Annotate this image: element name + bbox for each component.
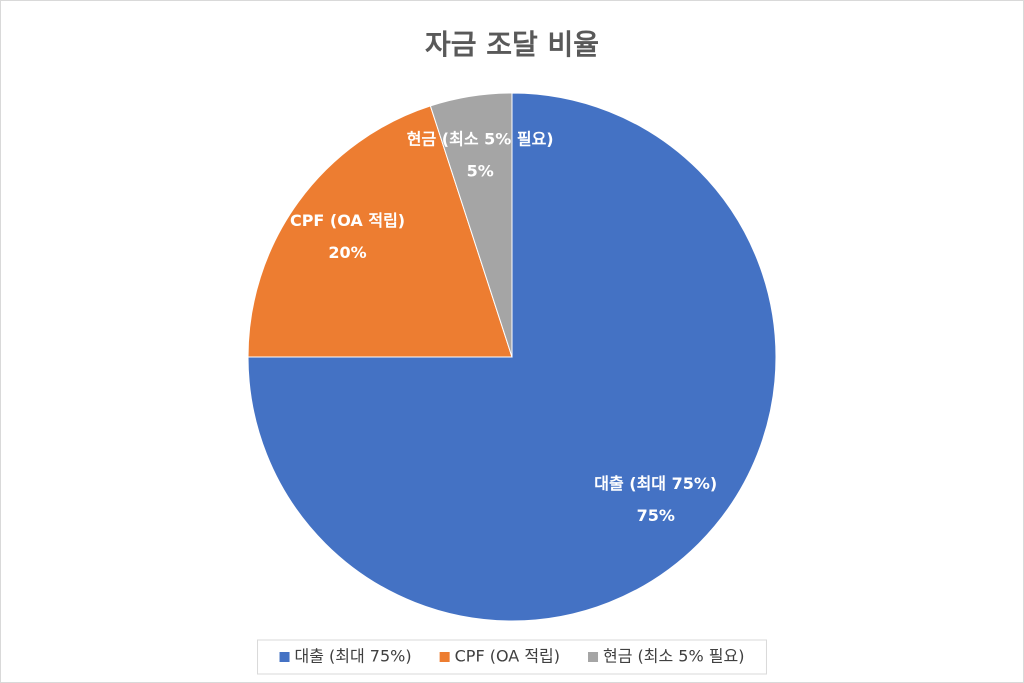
data-label-category: 현금 (최소 5% 필요) (407, 130, 554, 149)
legend-box (257, 639, 767, 675)
legend-label: CPF (OA 적립) (455, 647, 560, 666)
data-label-category: CPF (OA 적립) (290, 211, 405, 230)
chart-title: 자금 조달 비율 (425, 28, 599, 61)
legend-swatch (279, 652, 290, 662)
data-label-category: 대출 (최대 75%) (594, 474, 717, 493)
legend-label: 현금 (최소 5% 필요) (603, 647, 744, 666)
legend-swatch (439, 652, 450, 662)
pie-slice (429, 92, 513, 358)
data-label-value: 75% (637, 506, 675, 525)
legend-swatch (588, 652, 599, 662)
pie-slice (247, 105, 513, 358)
data-label-value: 5% (467, 162, 494, 181)
data-label-value: 20% (328, 243, 366, 262)
pie-slice (247, 92, 777, 622)
legend-label: 대출 (최대 75%) (295, 647, 412, 666)
legend: 대출 (최대 75%) CPF (OA 적립) 현금 (최소 5% 필요) (257, 639, 767, 675)
